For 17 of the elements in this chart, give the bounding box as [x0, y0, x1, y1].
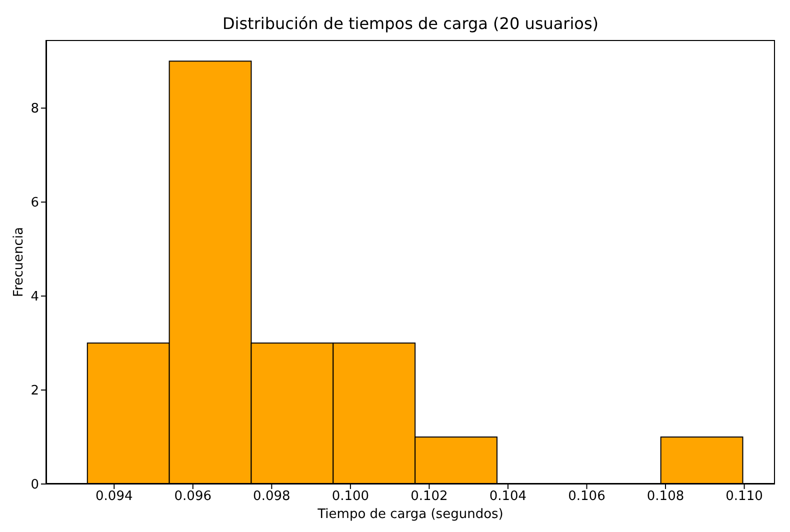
x-tick-label: 0.108: [646, 489, 684, 504]
y-tick-label: 6: [30, 196, 39, 211]
x-tick-label: 0.094: [96, 489, 133, 504]
x-tick-label: 0.106: [568, 489, 606, 504]
x-axis-title: Tiempo de carga (segundos): [316, 507, 504, 522]
x-tick-label: 0.104: [489, 489, 527, 504]
x-tick-label: 0.110: [726, 489, 763, 504]
x-tick-label: 0.098: [253, 489, 290, 504]
x-tick-label: 0.096: [174, 489, 212, 504]
y-tick-label: 8: [30, 102, 39, 117]
x-tick-label: 0.102: [410, 489, 448, 504]
chart-title: Distribución de tiempos de carga (20 usuarios): [221, 14, 600, 33]
x-tick-label: 0.100: [332, 489, 370, 504]
y-tick-label: 4: [30, 290, 39, 305]
y-axis-title: Frecuencia: [12, 227, 27, 297]
y-tick-label: 2: [30, 384, 39, 399]
y-tick-label: 0: [30, 478, 39, 493]
